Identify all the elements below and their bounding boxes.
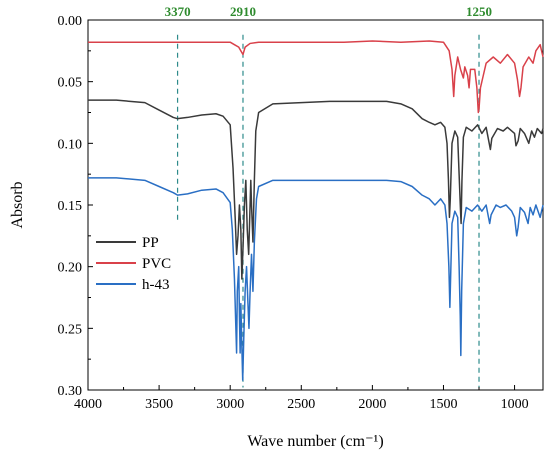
x-tick-label: 3000 [216, 397, 244, 412]
y-tick-label: 0.10 [58, 137, 83, 152]
x-tick-label: 3500 [145, 397, 173, 412]
legend-label-pvc: PVC [142, 256, 171, 272]
series-line-h-43 [88, 177, 544, 381]
series-layer [88, 40, 544, 381]
annotation-layer: 3370 2910 1250 [165, 4, 492, 388]
x-tick-label: 1000 [501, 397, 529, 412]
series-line-pvc [88, 40, 544, 114]
legend-label-h-43: h-43 [142, 277, 170, 293]
x-axis: 4000 3500 3000 2500 2000 1500 1000 [74, 385, 529, 412]
x-tick-label: 4000 [74, 397, 102, 412]
series-line-pp [88, 99, 544, 280]
x-tick-label: 2500 [287, 397, 315, 412]
y-tick-label: 0.15 [58, 199, 83, 214]
y-tick-label: 0.05 [58, 76, 83, 91]
x-tick-label: 1500 [429, 397, 457, 412]
legend: PP PVC h-43 [96, 235, 171, 293]
y-tick-label: 0.20 [58, 261, 83, 276]
y-tick-label: 0.30 [58, 384, 83, 399]
y-axis: 0.00 0.05 0.10 0.15 0.20 0.25 0.30 [58, 14, 93, 399]
annotation-label-1250: 1250 [466, 4, 492, 19]
x-axis-title: Wave number (cm⁻¹) [247, 433, 383, 450]
y-tick-label: 0.00 [58, 14, 83, 29]
annotation-label-2910: 2910 [230, 4, 256, 19]
legend-label-pp: PP [142, 235, 159, 251]
y-tick-label: 0.25 [58, 322, 83, 337]
y-axis-title: Absorb [9, 181, 26, 228]
x-tick-label: 2000 [358, 397, 386, 412]
annotation-label-3370: 3370 [165, 4, 191, 19]
